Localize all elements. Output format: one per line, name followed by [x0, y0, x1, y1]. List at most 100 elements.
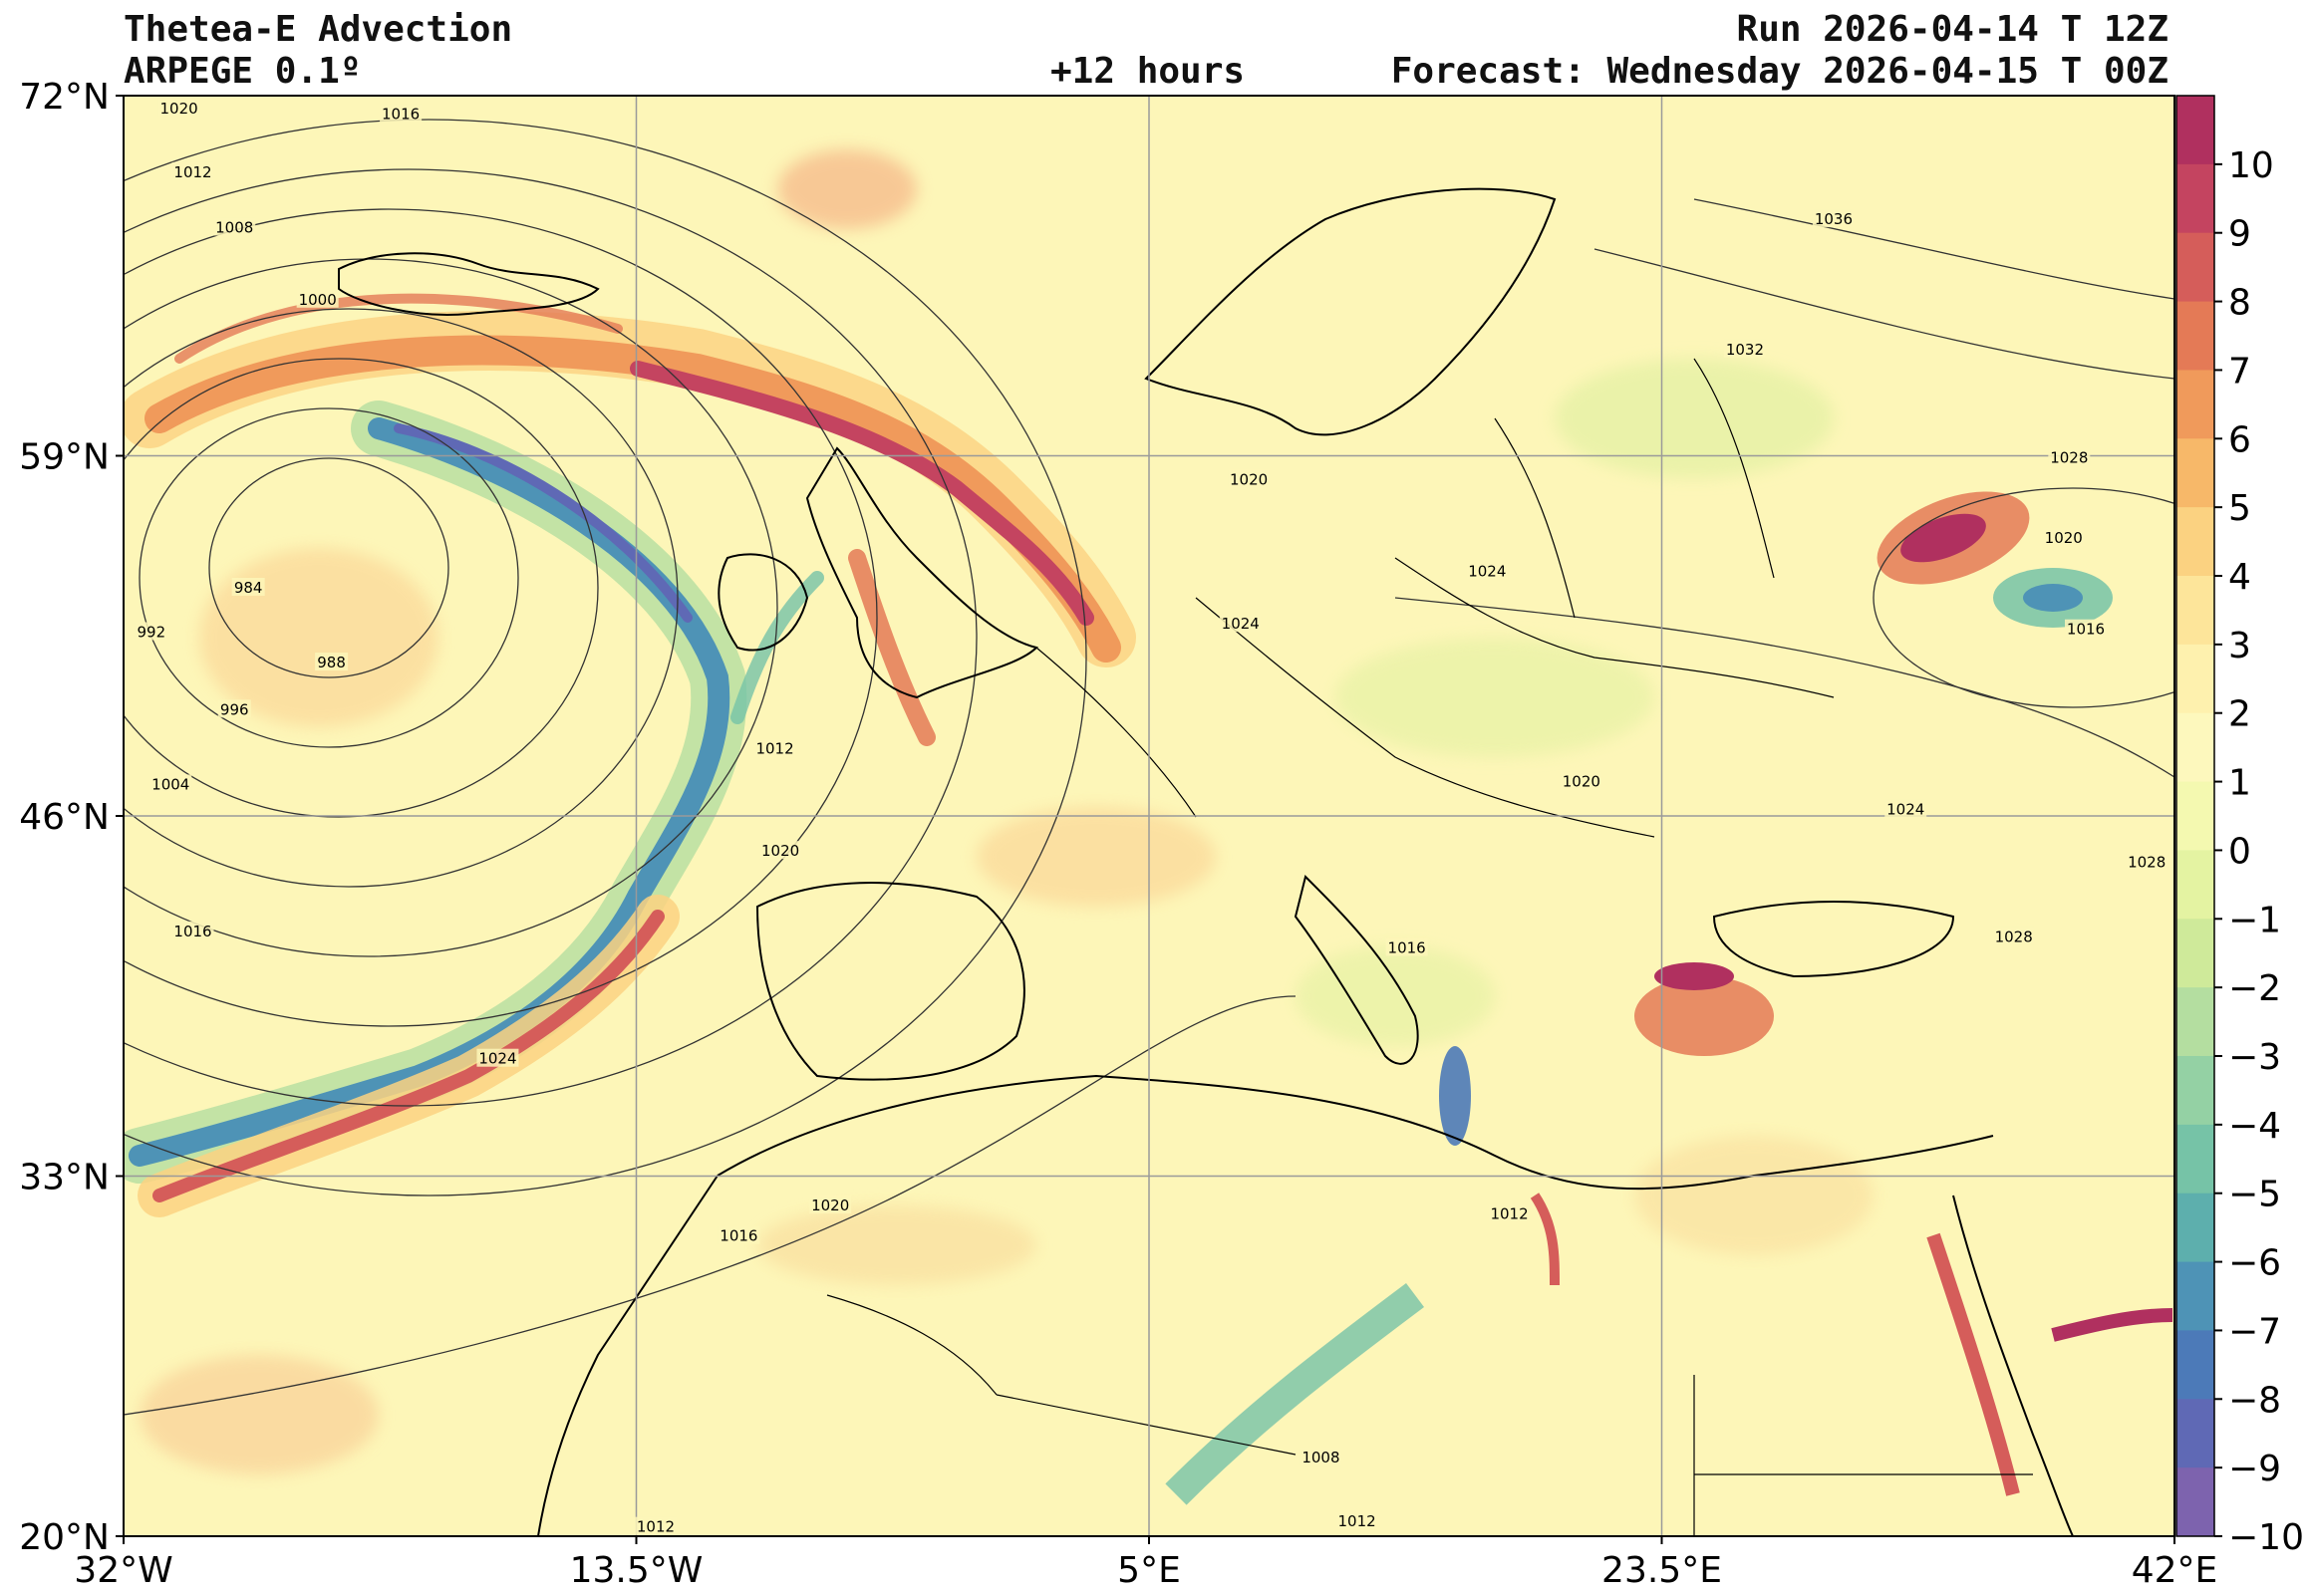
isobar-label-bg [634, 1516, 677, 1535]
isobar-label: 1020 [811, 1197, 849, 1214]
run-time: Run 2026-04-14 T 12Z [1736, 9, 2168, 50]
lon-tick-label: 23.5°E [1601, 1550, 1722, 1591]
isobar-label-bg [1466, 561, 1509, 580]
colorbar-tick-label: 1 [2228, 763, 2251, 804]
isobar-label-bg [171, 921, 214, 939]
isobar-label-bg [2126, 852, 2168, 871]
isobar-label: 984 [234, 579, 263, 597]
coastlines [338, 187, 2074, 1536]
isobar-label-bg [1560, 771, 1602, 790]
isobar-label-bg [1228, 469, 1271, 488]
colorbar-segment [2176, 712, 2214, 783]
coast-iceland [338, 252, 600, 316]
lat-tick-label: 33°N [19, 1158, 110, 1198]
isobar-label-bg [1219, 614, 1262, 633]
colorbar-segment [2176, 1330, 2214, 1400]
colorbar-segment [2176, 987, 2214, 1057]
isobar-label-bg [1488, 1203, 1531, 1222]
isobar-label: 1028 [2128, 853, 2166, 871]
isobar-label: 1004 [151, 775, 189, 793]
lon-tick-label: 32°W [74, 1550, 172, 1591]
isobar-label-bg [1385, 937, 1428, 956]
colorbar-segment [2176, 232, 2214, 303]
isobar-label: 1020 [761, 842, 799, 860]
isobar-label: 1016 [1388, 938, 1426, 956]
colorbar-segment [2176, 1124, 2214, 1195]
isobar-label-bg [135, 622, 168, 641]
coast-iberia [755, 882, 1025, 1081]
colorbar-tick-label: −8 [2228, 1380, 2281, 1421]
lead-time: +12 hours [1050, 51, 1246, 92]
isobar-label: 1008 [1301, 1449, 1339, 1466]
colorbar-tick-label: −10 [2228, 1517, 2304, 1558]
graticule [124, 96, 2174, 1536]
isobar-label: 1024 [1222, 615, 1260, 633]
isobar-label: 1024 [1886, 800, 1924, 818]
isobar-label-bg [2065, 619, 2108, 638]
isobar-label: 1032 [1726, 341, 1764, 359]
colorbar-tick-label: 8 [2228, 283, 2251, 324]
isobar-label: 1012 [755, 739, 793, 757]
isobar-label-bg [2042, 527, 2085, 546]
coast-britain [805, 446, 1038, 699]
warm-front-band [138, 293, 680, 1217]
colorbar-tick-label: −4 [2228, 1106, 2281, 1147]
isobar-label-bg [1300, 1448, 1342, 1466]
coast-africa-west [537, 1175, 719, 1536]
isobar-label-bg [149, 774, 192, 793]
isobar-label: 1020 [2045, 529, 2083, 547]
isobar-label-bg [231, 577, 265, 596]
colorbar-tick-label: −9 [2228, 1449, 2281, 1489]
field-patches [140, 149, 1874, 1474]
coast-red-sea [1952, 1195, 2074, 1536]
isobar-label: 1024 [478, 1050, 516, 1068]
isobar-label: 1020 [1230, 471, 1268, 489]
colorbar-segment [2176, 1193, 2214, 1263]
coast-north-africa [717, 1074, 1994, 1191]
colorbar-segment [2176, 1467, 2214, 1537]
isobar-label-bg [1723, 339, 1766, 358]
coast-scandinavia [1144, 187, 1557, 436]
lon-tick-label: 42°E [2132, 1550, 2218, 1591]
isobar-label-bg [1992, 927, 2035, 945]
isobar-label-bg [217, 699, 251, 718]
isobar-label: 1028 [1995, 928, 2033, 945]
colorbar-tick-label: 3 [2228, 626, 2251, 666]
model-label: ARPEGE 0.1º [124, 51, 362, 92]
colorbar-segment [2176, 301, 2214, 371]
isobar-label: 1016 [173, 923, 211, 940]
colorbar-tick-label: −1 [2228, 900, 2281, 940]
colorbar-tick-label: −3 [2228, 1037, 2281, 1078]
isobar-label: 1012 [1490, 1204, 1528, 1222]
forecast-time: Forecast: Wednesday 2026-04-15 T 00Z [1390, 51, 2168, 92]
lon-tick-label: 13.5°W [570, 1550, 704, 1591]
coast-italy [1294, 875, 1419, 1065]
lat-tick-label: 46°N [19, 797, 110, 838]
colorbar-tick-label: 5 [2228, 488, 2251, 529]
colorbar-segment [2176, 438, 2214, 508]
colorbar-tick-label: 10 [2228, 145, 2274, 186]
colorbar-tick-label: −2 [2228, 968, 2281, 1009]
isobar-label: 1012 [173, 163, 211, 181]
lon-tick-label: 5°E [1117, 1550, 1181, 1591]
isobar-label-bg [315, 653, 349, 671]
colorbar-segment [2176, 919, 2214, 988]
isobar-label-bg [809, 1196, 852, 1214]
colorbar-segment [2176, 1261, 2214, 1331]
isobar-label: 1016 [382, 105, 420, 123]
lat-tick-label: 20°N [19, 1517, 110, 1558]
colorbar-tick-label: 0 [2228, 831, 2251, 872]
lat-tick-label: 72°N [19, 77, 110, 118]
colorbar-segment [2176, 1056, 2214, 1126]
colorbar-segment [2176, 644, 2214, 714]
eastern-europe-features [1165, 491, 2173, 1505]
isobar-label: 1020 [160, 100, 198, 118]
coast-ireland [718, 553, 809, 652]
colorbar-segment [2176, 781, 2214, 851]
colorbar-tick-label: 6 [2228, 419, 2251, 460]
isobar-label: 1012 [637, 1518, 675, 1536]
isobar-label-bg [1812, 209, 1855, 228]
colorbar-segment [2176, 576, 2214, 646]
isobar-label-bg [718, 1225, 760, 1244]
